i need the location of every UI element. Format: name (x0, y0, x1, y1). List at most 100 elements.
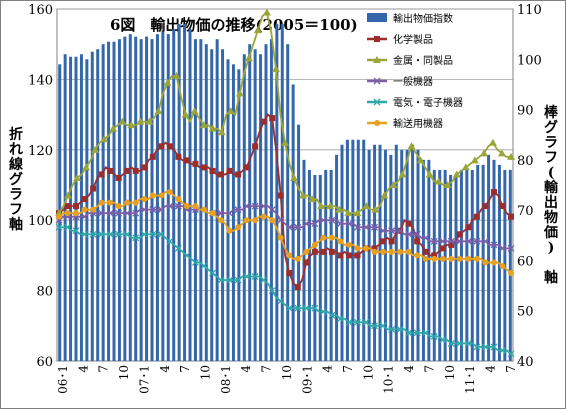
y-right-tick-label: 50 (517, 305, 534, 320)
legend-item: 金属・同製品 (367, 54, 453, 67)
bar (394, 144, 398, 361)
point (422, 248, 429, 255)
y-axis-left-label: 折れ線グラフ軸 (9, 127, 23, 233)
point (260, 213, 267, 220)
point (141, 164, 148, 171)
bar (188, 29, 192, 361)
point (271, 64, 280, 72)
point (181, 110, 190, 118)
point (260, 276, 268, 284)
point (90, 206, 97, 213)
point (132, 209, 140, 217)
point (456, 339, 464, 347)
point (380, 238, 387, 245)
x-tick-label: 07･1 (137, 365, 151, 394)
point (235, 171, 242, 178)
point (199, 121, 208, 129)
x-tick-label: 7 (422, 365, 436, 373)
point (294, 304, 302, 312)
point (434, 177, 443, 185)
point (81, 196, 88, 203)
legend-label: 金属・同製品 (393, 54, 453, 67)
point (174, 202, 182, 210)
point (461, 163, 470, 171)
point (243, 164, 250, 171)
point (371, 223, 379, 231)
point (507, 350, 515, 358)
bar (324, 169, 328, 361)
bar (351, 139, 355, 361)
point (379, 322, 387, 330)
point (64, 191, 73, 199)
legend-item: 輸出物価指数 (367, 12, 453, 25)
x-tick-label: 7 (97, 365, 111, 373)
point (115, 203, 122, 210)
legend-label: 化学製品 (393, 33, 433, 46)
point (166, 237, 174, 245)
point (277, 234, 284, 241)
point (73, 203, 80, 210)
point (123, 230, 131, 238)
legend-item: 化学製品 (367, 33, 433, 46)
point (374, 120, 380, 126)
x-tick-label: 4 (321, 365, 335, 373)
point (379, 227, 387, 235)
point (286, 270, 293, 276)
line-series-general-machinery (55, 202, 515, 252)
point (285, 223, 293, 231)
bar (226, 59, 230, 362)
point (106, 209, 114, 217)
bar (291, 84, 295, 361)
point (422, 234, 430, 242)
bar (508, 169, 512, 361)
line-series-electrical (55, 223, 515, 358)
bar (177, 24, 181, 361)
point (98, 199, 105, 206)
point (456, 255, 463, 262)
bar (134, 36, 138, 362)
point (413, 329, 421, 337)
point (481, 237, 489, 245)
point (290, 173, 299, 181)
point (158, 143, 165, 150)
point (388, 248, 395, 255)
point (251, 202, 259, 210)
point (149, 192, 156, 199)
point (380, 248, 387, 255)
point (439, 336, 447, 344)
point (243, 202, 251, 210)
point (98, 230, 106, 238)
y-right-tick-label: 100 (517, 53, 542, 68)
point (439, 245, 446, 252)
point (209, 269, 216, 277)
bar (253, 49, 257, 361)
point (235, 224, 242, 231)
point (115, 174, 122, 181)
line-series-transport (56, 189, 514, 276)
bar (335, 154, 339, 361)
bar (166, 34, 170, 362)
bar (313, 174, 317, 361)
bar (193, 39, 197, 362)
point (443, 181, 452, 188)
point (303, 248, 310, 255)
point (172, 71, 181, 79)
x-tick-label: 09･1 (300, 365, 314, 394)
point (251, 273, 259, 280)
bar (210, 49, 214, 361)
point (481, 343, 489, 351)
point (488, 138, 497, 146)
point (371, 245, 378, 252)
point (72, 227, 80, 235)
point (405, 329, 413, 337)
bar (318, 174, 322, 361)
bar (123, 36, 127, 362)
point (405, 248, 412, 255)
x-tick-label: 7 (260, 365, 274, 373)
bar (269, 39, 273, 362)
point (388, 227, 396, 235)
point (413, 230, 421, 238)
bar (378, 144, 382, 361)
